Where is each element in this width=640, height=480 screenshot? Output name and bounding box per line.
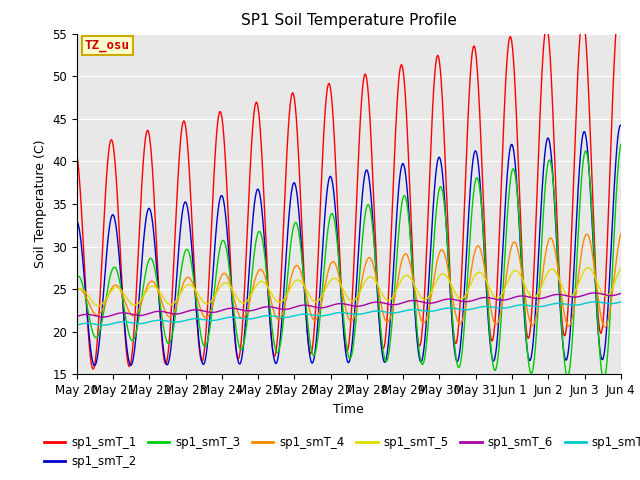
- sp1_smT_3: [601, 374, 609, 380]
- sp1_smT_4: [601, 324, 609, 330]
- sp1_smT_6: [73, 313, 81, 319]
- sp1_smT_1: [601, 290, 609, 296]
- sp1_smT_5: [602, 293, 609, 299]
- sp1_smT_7: [502, 305, 509, 311]
- sp1_smT_5: [617, 266, 625, 272]
- sp1_smT_1: [602, 285, 609, 291]
- sp1_smT_6: [591, 290, 598, 296]
- sp1_smT_3: [323, 235, 331, 241]
- sp1_smT_2: [602, 342, 609, 348]
- sp1_smT_6: [617, 290, 625, 296]
- sp1_smT_1: [615, 6, 623, 12]
- sp1_smT_4: [501, 281, 509, 287]
- sp1_smT_3: [602, 372, 609, 378]
- Line: sp1_smT_6: sp1_smT_6: [77, 293, 621, 317]
- sp1_smT_2: [601, 344, 609, 350]
- sp1_smT_3: [100, 304, 108, 310]
- sp1_smT_4: [73, 287, 81, 293]
- sp1_smT_4: [323, 274, 331, 279]
- sp1_smT_5: [73, 288, 81, 293]
- sp1_smT_2: [502, 199, 509, 205]
- sp1_smT_7: [101, 322, 109, 328]
- X-axis label: Time: Time: [333, 403, 364, 416]
- sp1_smT_6: [502, 297, 509, 303]
- sp1_smT_3: [73, 274, 81, 280]
- Y-axis label: Soil Temperature (C): Soil Temperature (C): [34, 140, 47, 268]
- sp1_smT_5: [95, 303, 102, 309]
- sp1_smT_4: [601, 324, 609, 330]
- sp1_smT_1: [73, 151, 81, 157]
- sp1_smT_5: [323, 283, 331, 289]
- Line: sp1_smT_1: sp1_smT_1: [77, 9, 621, 369]
- sp1_smT_7: [591, 299, 598, 305]
- sp1_smT_5: [502, 284, 509, 289]
- sp1_smT_2: [338, 301, 346, 307]
- sp1_smT_7: [338, 310, 346, 315]
- Legend: sp1_smT_1, sp1_smT_2, sp1_smT_3, sp1_smT_4, sp1_smT_5, sp1_smT_6, sp1_smT_7: sp1_smT_1, sp1_smT_2, sp1_smT_3, sp1_smT…: [39, 432, 640, 473]
- Text: TZ_osu: TZ_osu: [85, 39, 130, 52]
- sp1_smT_5: [584, 264, 592, 270]
- sp1_smT_2: [101, 273, 109, 278]
- sp1_smT_2: [323, 187, 331, 193]
- sp1_smT_6: [99, 314, 107, 320]
- Line: sp1_smT_2: sp1_smT_2: [77, 125, 621, 366]
- sp1_smT_1: [617, 13, 625, 19]
- sp1_smT_6: [101, 314, 109, 320]
- sp1_smT_7: [73, 322, 81, 328]
- sp1_smT_4: [602, 324, 609, 330]
- sp1_smT_1: [338, 293, 346, 299]
- sp1_smT_6: [602, 292, 609, 298]
- sp1_smT_2: [617, 122, 625, 128]
- sp1_smT_7: [602, 300, 609, 306]
- sp1_smT_7: [323, 312, 331, 318]
- sp1_smT_3: [501, 249, 509, 254]
- sp1_smT_3: [617, 142, 625, 147]
- Line: sp1_smT_7: sp1_smT_7: [77, 302, 621, 325]
- sp1_smT_6: [338, 301, 346, 307]
- sp1_smT_4: [100, 302, 108, 308]
- sp1_smT_1: [502, 84, 509, 89]
- sp1_smT_2: [617, 122, 625, 128]
- sp1_smT_4: [617, 231, 625, 237]
- Title: SP1 Soil Temperature Profile: SP1 Soil Temperature Profile: [241, 13, 457, 28]
- sp1_smT_7: [617, 299, 625, 305]
- sp1_smT_5: [101, 298, 109, 303]
- sp1_smT_6: [602, 292, 609, 298]
- Line: sp1_smT_5: sp1_smT_5: [77, 267, 621, 306]
- Line: sp1_smT_3: sp1_smT_3: [77, 144, 621, 379]
- sp1_smT_2: [73, 218, 81, 224]
- sp1_smT_7: [602, 300, 609, 306]
- sp1_smT_3: [337, 288, 345, 294]
- sp1_smT_1: [101, 202, 109, 207]
- sp1_smT_4: [337, 285, 345, 290]
- sp1_smT_3: [600, 376, 607, 382]
- sp1_smT_1: [90, 366, 97, 372]
- Line: sp1_smT_4: sp1_smT_4: [77, 234, 621, 327]
- sp1_smT_2: [91, 363, 99, 369]
- sp1_smT_6: [323, 304, 331, 310]
- sp1_smT_1: [323, 87, 331, 93]
- sp1_smT_7: [99, 322, 107, 328]
- sp1_smT_5: [338, 284, 346, 289]
- sp1_smT_5: [602, 293, 609, 299]
